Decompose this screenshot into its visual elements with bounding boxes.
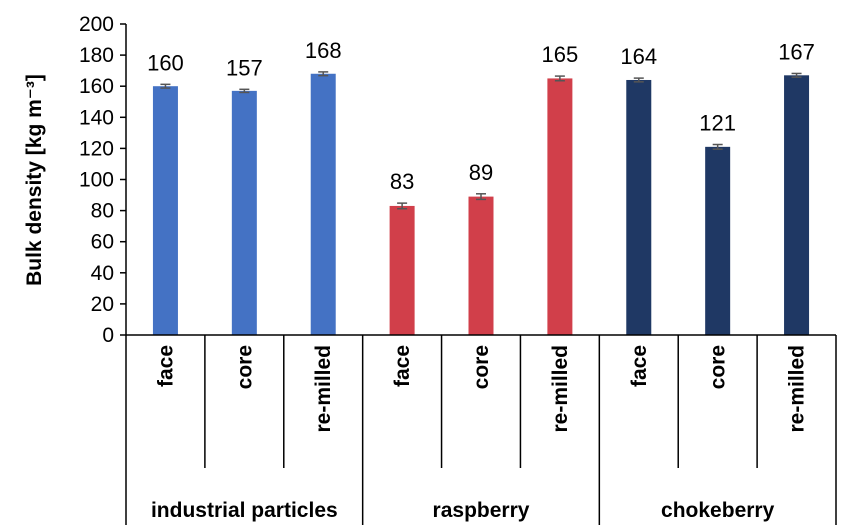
bar: [547, 78, 573, 336]
category-label: face: [391, 345, 414, 387]
y-tick-label: 60: [91, 231, 114, 254]
data-label: 89: [469, 160, 493, 185]
y-axis-title: Bulk density [kg m⁻³]: [23, 74, 46, 286]
category-label: face: [628, 345, 651, 387]
y-tick-label: 200: [79, 13, 114, 36]
data-label: 83: [390, 169, 414, 194]
bar: [310, 73, 336, 335]
category-label: face: [154, 345, 177, 387]
bar: [784, 75, 810, 335]
bar: [389, 205, 415, 335]
category-label: core: [233, 345, 256, 389]
group-label: industrial particles: [151, 499, 338, 522]
y-tick-label: 40: [91, 262, 114, 285]
y-tick-label: 80: [91, 200, 114, 223]
data-label: 165: [542, 42, 579, 67]
data-label: 167: [778, 39, 815, 64]
y-tick-label: 180: [79, 44, 114, 67]
group-label: chokeberry: [661, 499, 775, 522]
group-label: raspberry: [433, 499, 530, 522]
category-label: re-milled: [549, 345, 572, 433]
category-axis: face core re-milled industrial particles fac…: [125, 334, 837, 525]
data-label: 164: [620, 44, 657, 69]
data-label: 121: [699, 111, 736, 136]
y-tick-label: 0: [102, 324, 114, 347]
category-label: core: [707, 345, 730, 389]
data-label: 157: [226, 55, 263, 80]
category-label: re-milled: [786, 345, 809, 433]
data-label: 160: [147, 50, 184, 75]
y-tick-label: 100: [79, 169, 114, 192]
y-tick-label: 120: [79, 137, 114, 160]
bar: [626, 79, 652, 335]
y-axis-ticks: 0 20 40 60 80 100 120 140 160 180 200: [79, 13, 127, 347]
bar: [468, 196, 494, 335]
bar: [152, 86, 178, 335]
data-label: 168: [305, 38, 342, 63]
bars: 160 157 168 83 89 165 164 121 167: [147, 38, 815, 336]
y-tick-label: 140: [79, 106, 114, 129]
bar: [231, 90, 257, 336]
category-label: re-milled: [312, 345, 335, 433]
y-tick-label: 20: [91, 293, 114, 316]
category-label: core: [470, 345, 493, 389]
y-axis-title-group: Bulk density [kg m⁻³]: [23, 74, 46, 286]
bar: [705, 146, 731, 335]
y-tick-label: 160: [79, 75, 114, 98]
